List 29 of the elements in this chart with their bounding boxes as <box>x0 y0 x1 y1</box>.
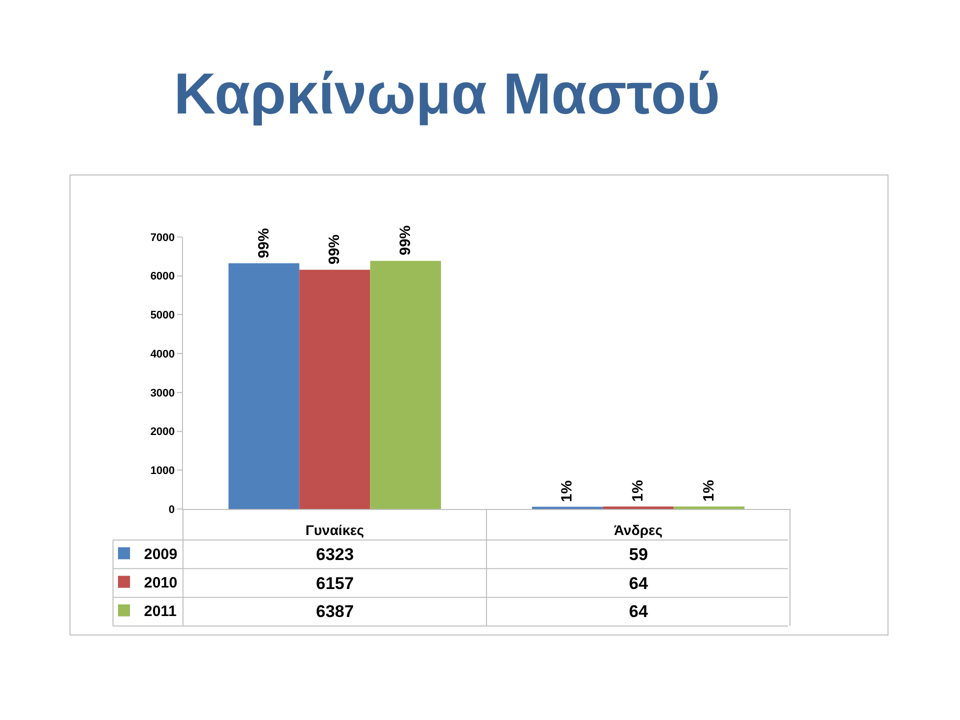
bar <box>299 270 370 509</box>
x-tick-label: Άνδρες <box>614 522 662 538</box>
y-tick-label: 1000 <box>150 464 175 477</box>
chart-title: Καρκίνωμα Μαστού <box>174 61 720 126</box>
annotation: 1% <box>700 480 718 502</box>
data-label: 64 <box>629 574 648 593</box>
y-tick-label: 5000 <box>150 310 175 322</box>
bar <box>370 260 441 509</box>
y-tick-label: 3000 <box>150 387 175 400</box>
legend-label: 2009 <box>144 546 178 564</box>
data-label: 59 <box>629 545 648 564</box>
y-tick-label: 2000 <box>150 426 175 438</box>
y-tick-label: 0 <box>168 504 175 516</box>
annotation: 1% <box>558 480 576 502</box>
data-label: 6323 <box>316 545 354 564</box>
y-tick-label: 6000 <box>150 270 175 283</box>
annotation: 99% <box>396 225 414 256</box>
data-label: 6387 <box>316 602 354 621</box>
data-label: 6157 <box>316 574 354 593</box>
legend-label: 2010 <box>144 574 178 592</box>
data-label: 64 <box>629 602 648 621</box>
legend-label: 2011 <box>144 603 177 620</box>
y-tick-label: 4000 <box>150 348 175 360</box>
x-tick-label: Γυναίκες <box>305 522 364 538</box>
annotation: 99% <box>326 234 343 265</box>
annotation: 1% <box>630 480 647 502</box>
y-tick-label: 7000 <box>150 232 175 244</box>
bar <box>228 263 300 509</box>
annotation: 99% <box>256 228 273 258</box>
